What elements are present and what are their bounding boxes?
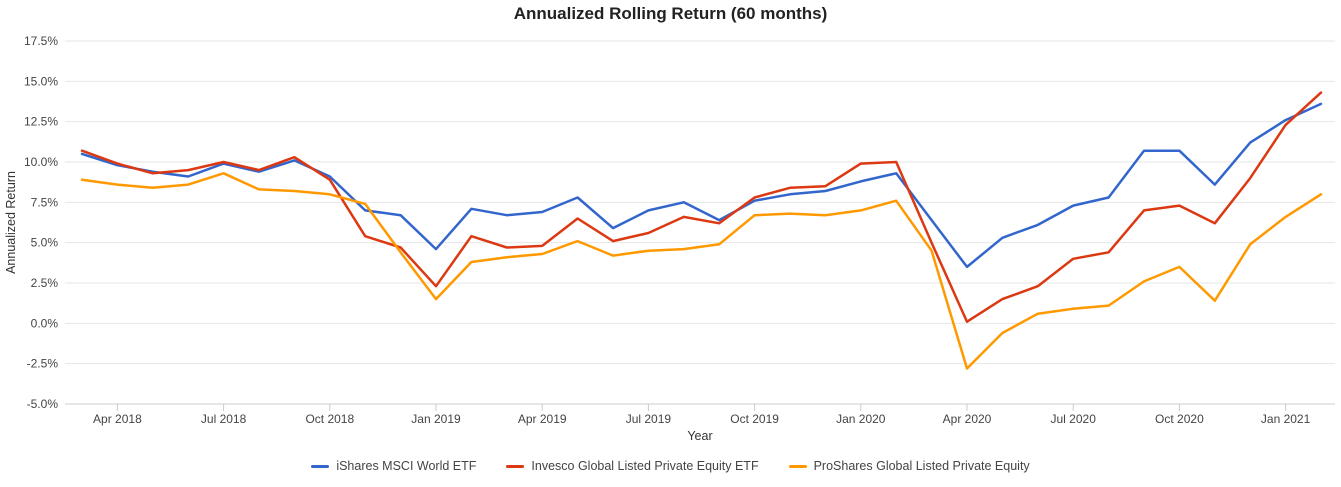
legend-label-ishares: iShares MSCI World ETF	[336, 459, 477, 473]
legend-swatch-invesco	[506, 464, 525, 468]
y-tick-label: 7.5%	[31, 195, 59, 209]
x-tick-label: Jul 2019	[626, 412, 672, 426]
x-tick-label: Oct 2020	[1155, 412, 1204, 426]
series-line-0	[80, 102, 1323, 269]
x-tick-label: Apr 2020	[943, 412, 992, 426]
chart-title: Annualized Rolling Return (60 months)	[513, 4, 828, 23]
y-tick-label: 17.5%	[24, 34, 58, 48]
series-line-1	[80, 91, 1323, 323]
legend-swatch-proshares	[788, 464, 807, 468]
y-tick-label: 12.5%	[24, 115, 58, 129]
y-axis-title: Annualized Return	[4, 171, 18, 274]
y-tick-label: 0.0%	[31, 316, 59, 330]
chart-svg: 17.5% 15.0% 12.5% 10.0% 7.5% 5.0% 2.5% 0.0% -2.5…	[4, 34, 1335, 443]
legend-label-proshares: ProShares Global Listed Private Equity	[813, 459, 1030, 473]
x-tick-label: Jan 2019	[411, 412, 461, 426]
y-tick-label: 2.5%	[31, 276, 59, 290]
x-tick-label: Apr 2019	[518, 412, 567, 426]
legend: iShares MSCI World ETF Invesco Global Li…	[0, 459, 1341, 473]
x-tick-label: Apr 2018	[93, 412, 142, 426]
y-tick-label: 15.0%	[24, 74, 58, 88]
y-tick-label: 10.0%	[24, 155, 58, 169]
x-tick-label: Oct 2018	[305, 412, 354, 426]
x-tick-label: Jul 2018	[201, 412, 247, 426]
x-tick-label: Oct 2019	[730, 412, 779, 426]
legend-item-invesco[interactable]: Invesco Global Listed Private Equity ETF	[506, 459, 759, 473]
y-tick-label: -2.5%	[27, 357, 59, 371]
legend-swatch-ishares	[311, 464, 330, 468]
y-tick-label: -5.0%	[27, 397, 59, 411]
x-tick-label: Jan 2020	[836, 412, 886, 426]
legend-item-proshares[interactable]: ProShares Global Listed Private Equity	[788, 459, 1030, 473]
x-axis-title: Year	[687, 429, 712, 443]
legend-label-invesco: Invesco Global Listed Private Equity ETF	[531, 459, 759, 473]
x-tick-label: Jan 2021	[1261, 412, 1311, 426]
legend-item-ishares[interactable]: iShares MSCI World ETF	[311, 459, 476, 473]
y-tick-label: 5.0%	[31, 236, 59, 250]
series-line-2	[80, 172, 1323, 370]
x-tick-label: Jul 2020	[1051, 412, 1097, 426]
